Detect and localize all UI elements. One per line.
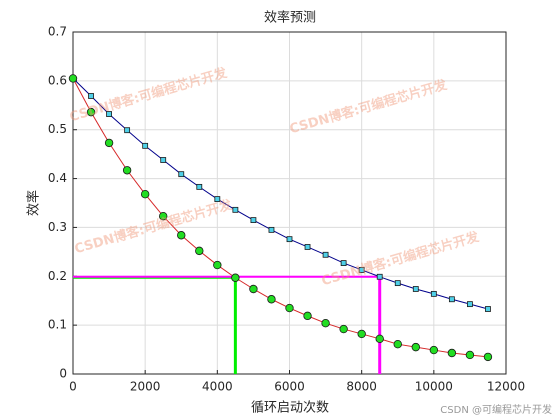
x-tick-label: 10000 bbox=[415, 380, 453, 394]
marker bbox=[430, 290, 437, 297]
chart-title: 效率预测 bbox=[264, 10, 316, 26]
marker bbox=[106, 111, 112, 117]
marker bbox=[303, 311, 312, 321]
marker bbox=[467, 301, 473, 308]
y-tick-label: 0 bbox=[59, 367, 67, 381]
y-tick-label: 0.3 bbox=[48, 220, 67, 234]
x-tick-label: 2000 bbox=[130, 380, 161, 394]
marker bbox=[214, 196, 221, 202]
marker bbox=[122, 166, 132, 175]
marker bbox=[140, 190, 150, 199]
marker bbox=[88, 93, 94, 99]
marker bbox=[213, 260, 222, 270]
marker bbox=[267, 295, 276, 304]
marker bbox=[412, 286, 419, 292]
series-line bbox=[72, 78, 489, 310]
marker bbox=[358, 267, 365, 273]
marker bbox=[321, 318, 330, 328]
marker bbox=[304, 244, 311, 250]
marker bbox=[195, 246, 204, 256]
marker bbox=[411, 342, 420, 352]
marker bbox=[142, 142, 149, 149]
marker bbox=[160, 157, 167, 163]
marker bbox=[231, 273, 240, 282]
x-tick-label: 6000 bbox=[274, 380, 305, 394]
marker bbox=[322, 251, 329, 258]
x-axis-label: 循环启动次数 bbox=[251, 400, 329, 416]
x-tick-label: 12000 bbox=[487, 380, 525, 394]
marker bbox=[159, 211, 168, 221]
marker bbox=[375, 334, 384, 344]
marker bbox=[340, 260, 347, 266]
marker bbox=[376, 273, 383, 280]
marker bbox=[196, 183, 203, 190]
x-tick-label: 8000 bbox=[346, 380, 377, 394]
marker bbox=[465, 350, 475, 360]
marker bbox=[68, 74, 78, 83]
marker bbox=[394, 280, 401, 287]
marker bbox=[485, 306, 491, 312]
y-tick-label: 0.5 bbox=[48, 122, 67, 136]
marker bbox=[448, 296, 455, 303]
y-tick-label: 0.4 bbox=[48, 171, 67, 185]
marker bbox=[393, 339, 402, 349]
marker bbox=[286, 236, 293, 243]
marker bbox=[86, 107, 96, 117]
marker bbox=[249, 284, 258, 294]
y-axis-label: 效率 bbox=[26, 190, 42, 216]
x-tick-label: 0 bbox=[69, 380, 77, 394]
marker bbox=[357, 329, 366, 339]
marker bbox=[250, 217, 257, 224]
marker bbox=[483, 352, 493, 362]
marker bbox=[178, 171, 185, 178]
y-tick-label: 0.6 bbox=[48, 73, 67, 87]
marker bbox=[429, 345, 439, 355]
y-tick-label: 0.7 bbox=[48, 25, 67, 39]
y-tick-label: 0.2 bbox=[48, 269, 67, 283]
marker bbox=[232, 206, 239, 213]
marker bbox=[447, 348, 457, 358]
marker bbox=[339, 324, 348, 334]
y-tick-label: 0.1 bbox=[48, 318, 67, 332]
x-tick-label: 4000 bbox=[202, 380, 233, 394]
marker bbox=[104, 138, 114, 148]
marker bbox=[268, 226, 275, 233]
marker bbox=[177, 231, 186, 240]
credit: CSDN @可编程芯片开发 bbox=[440, 403, 552, 416]
plot-frame bbox=[72, 31, 507, 375]
marker bbox=[124, 127, 131, 134]
marker bbox=[285, 303, 294, 313]
